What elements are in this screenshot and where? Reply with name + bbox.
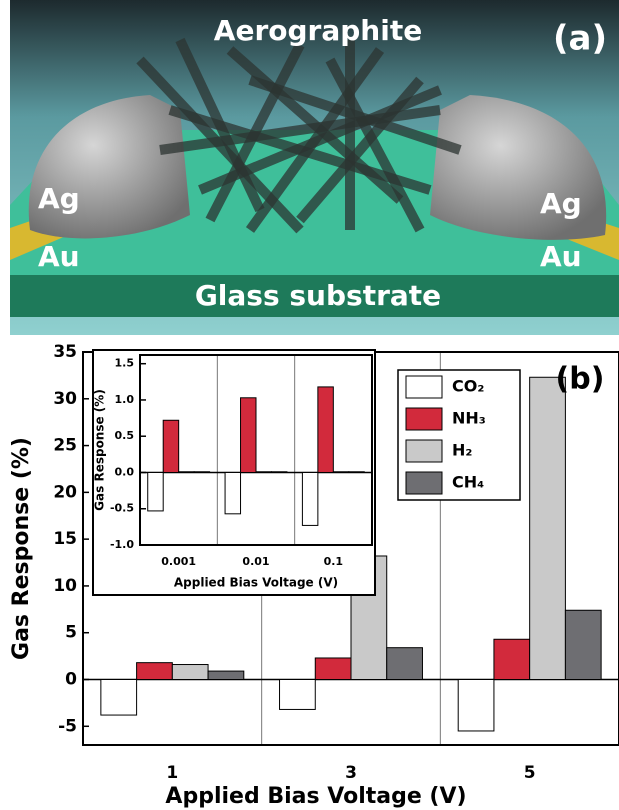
- illustration: Aerographite (a) Ag Ag Au Au Glass subst…: [10, 0, 619, 335]
- substrate-label: Glass substrate: [195, 279, 441, 312]
- bar: [332, 471, 350, 473]
- x-tick-label: 0.1: [324, 555, 344, 568]
- rods: [136, 37, 462, 234]
- x-tick-label: 5: [524, 763, 536, 783]
- x-axis-title: Applied Bias Voltage (V): [165, 784, 466, 809]
- y-axis-title: Gas Response (%): [93, 389, 107, 511]
- bar: [178, 471, 195, 473]
- y-tick-label: 1.0: [115, 393, 135, 406]
- bar: [147, 471, 164, 512]
- legend-swatch: [405, 407, 443, 431]
- bar: [193, 471, 211, 473]
- label: Au: [540, 240, 582, 273]
- y-tick-label: 10: [53, 576, 77, 596]
- bar: [240, 397, 257, 473]
- legend-label: NH₃: [452, 409, 486, 428]
- bar: [171, 664, 209, 680]
- y-axis-title: Gas Response (%): [9, 437, 34, 660]
- bar: [255, 471, 272, 473]
- bar: [457, 679, 495, 732]
- y-tick-label: -1.0: [110, 538, 134, 551]
- silver-blob: [430, 95, 607, 240]
- bar: [270, 471, 288, 473]
- illustration-title: Aerographite: [214, 14, 422, 47]
- bar: [100, 679, 138, 716]
- legend-swatch: [405, 439, 443, 463]
- y-tick-label: 0: [65, 670, 77, 690]
- x-tick-label: 0.001: [161, 555, 196, 568]
- bar: [162, 419, 180, 473]
- bar: [386, 647, 423, 681]
- bar: [136, 662, 173, 681]
- label: Ag: [38, 182, 80, 215]
- x-tick-label: 0.01: [242, 555, 269, 568]
- bar: [314, 657, 352, 681]
- bar: [493, 638, 531, 680]
- bar: [207, 670, 245, 680]
- y-tick-label: 0.5: [115, 429, 135, 442]
- y-tick-label: 5: [65, 623, 77, 643]
- bar: [529, 376, 566, 680]
- y-tick-label: 20: [53, 482, 77, 502]
- label: Ag: [540, 187, 582, 220]
- axis-frame: [139, 354, 373, 546]
- y-tick-label: 1.5: [115, 357, 135, 370]
- y-tick-label: -5: [58, 716, 77, 736]
- y-tick-label: -0.5: [110, 502, 134, 515]
- y-tick-label: 15: [53, 529, 77, 549]
- legend-swatch: [405, 471, 443, 495]
- y-tick-label: 30: [53, 389, 77, 409]
- y-tick-label: 0.0: [115, 465, 135, 478]
- panel-label: (a): [553, 19, 607, 59]
- bar: [317, 386, 334, 473]
- x-axis-title: Applied Bias Voltage (V): [174, 576, 338, 590]
- legend-label: CH₄: [452, 473, 484, 492]
- bar: [564, 609, 602, 680]
- legend-label: H₂: [452, 441, 472, 460]
- bar: [348, 471, 365, 473]
- silver-blob: [28, 95, 191, 239]
- x-tick-label: 1: [166, 763, 178, 783]
- y-tick-label: 25: [53, 436, 77, 456]
- label: Au: [38, 240, 80, 273]
- bar: [279, 679, 316, 710]
- bar: [301, 471, 319, 526]
- substrate: [10, 275, 619, 317]
- legend-label: CO₂: [452, 377, 484, 396]
- panel-label: (b): [556, 362, 605, 397]
- legend-swatch: [405, 375, 443, 399]
- bar: [224, 471, 242, 515]
- y-tick-label: 35: [53, 342, 77, 362]
- x-tick-label: 3: [345, 763, 357, 783]
